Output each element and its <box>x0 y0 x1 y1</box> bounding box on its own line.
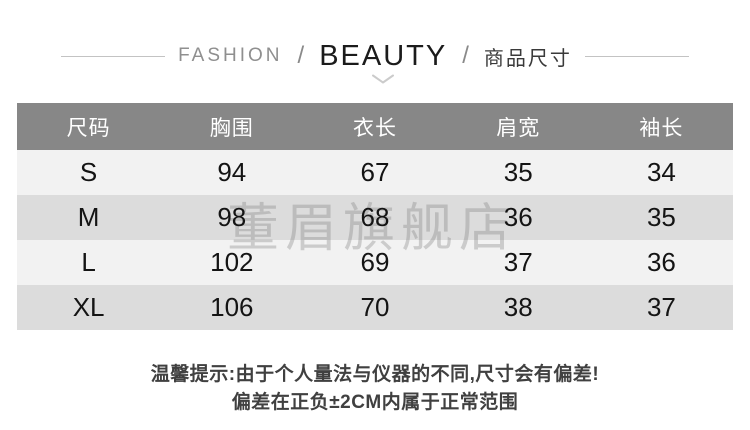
cell-size: XL <box>72 292 105 322</box>
notice-line-1: 温馨提示:由于个人量法与仪器的不同,尺寸会有偏差! <box>150 364 600 385</box>
beauty-label: BEAUTY <box>319 39 448 72</box>
cell-sleeve: 35 <box>646 202 676 232</box>
notice-line-2: 偏差在正负±2CM内属于正常范围 <box>231 392 519 413</box>
store-watermark: 董眉旗舰店 <box>227 200 518 258</box>
chevron-down-icon <box>371 74 395 84</box>
column-header-length: 衣长 <box>353 116 397 140</box>
size-table-header-row: 尺码 胸围 衣长 肩宽 袖长 <box>17 103 733 150</box>
cell-length: 68 <box>360 202 390 232</box>
separator-slash: / <box>297 42 305 69</box>
banner: FASHION / BEAUTY / 商品尺寸 <box>0 36 750 83</box>
cell-sleeve: 37 <box>646 292 676 322</box>
column-header-shoulder: 肩宽 <box>496 116 541 140</box>
size-notice: 温馨提示:由于个人量法与仪器的不同,尺寸会有偏差! 偏差在正负±2CM内属于正常… <box>0 361 750 417</box>
table-row-m: M 98 68 36 35 <box>17 195 733 240</box>
cell-bust: 106 <box>210 292 254 322</box>
cell-size: L <box>81 247 96 277</box>
cell-sleeve: 34 <box>646 157 676 187</box>
right-divider-line <box>584 55 689 57</box>
cell-shoulder: 38 <box>503 292 533 322</box>
cell-shoulder: 36 <box>503 202 533 232</box>
cell-length: 70 <box>360 292 390 322</box>
size-table: 尺码 胸围 衣长 肩宽 袖长 S 94 67 35 34 M 98 68 36 … <box>17 103 733 330</box>
table-row-xl: XL 106 70 38 37 <box>17 285 733 330</box>
cell-size: S <box>79 157 98 187</box>
cell-bust: 94 <box>217 157 247 187</box>
column-header-bust: 胸围 <box>209 116 254 140</box>
cell-length: 67 <box>360 157 390 187</box>
cell-shoulder: 35 <box>503 157 533 187</box>
table-row-l: L 102 69 37 36 <box>17 240 733 285</box>
column-header-size: 尺码 <box>66 116 111 140</box>
table-row-s: S 94 67 35 34 <box>17 150 733 195</box>
cell-bust: 98 <box>217 202 247 232</box>
cell-sleeve: 36 <box>646 247 676 277</box>
column-header-sleeve: 袖长 <box>639 116 684 140</box>
cell-size: M <box>77 202 100 232</box>
beauty-title-wrap: BEAUTY <box>319 39 448 83</box>
fashion-label: FASHION <box>178 45 283 66</box>
page-subtitle: 商品尺寸 <box>483 47 572 70</box>
cell-shoulder: 37 <box>503 247 533 277</box>
separator-slash: / <box>462 42 469 69</box>
cell-length: 69 <box>360 247 390 277</box>
left-divider-line <box>61 55 166 57</box>
cell-bust: 102 <box>210 247 254 277</box>
